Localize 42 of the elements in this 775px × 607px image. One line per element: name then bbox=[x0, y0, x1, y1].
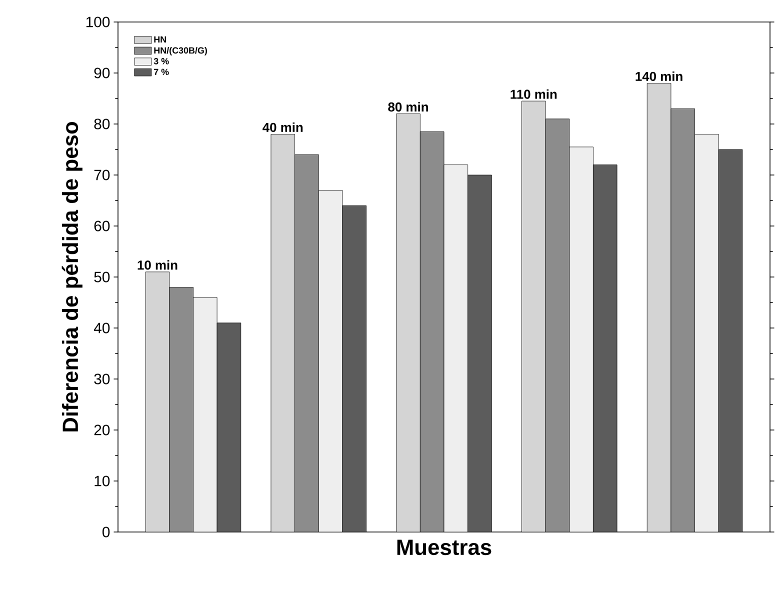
bar bbox=[694, 134, 719, 532]
annotation: 80 min bbox=[388, 102, 428, 112]
legend-label: 7 % bbox=[154, 68, 169, 76]
bar bbox=[670, 108, 695, 532]
y-tick-label: 0 bbox=[102, 526, 110, 538]
bar bbox=[522, 100, 546, 532]
bar bbox=[569, 146, 594, 532]
annotation: 140 min bbox=[636, 71, 682, 81]
bar bbox=[294, 154, 319, 532]
bar bbox=[145, 272, 170, 532]
bar bbox=[396, 114, 420, 532]
y-tick-label: 70 bbox=[94, 170, 110, 180]
bar bbox=[216, 322, 242, 532]
bar bbox=[718, 149, 743, 532]
bar bbox=[270, 134, 295, 532]
y-axis-title: Diferencia de pérdida de peso bbox=[62, 122, 82, 432]
y-tick-label: 10 bbox=[94, 476, 110, 486]
bar bbox=[193, 297, 218, 532]
x-axis-title: Muestras bbox=[397, 540, 492, 556]
annotation: 110 min bbox=[510, 89, 557, 99]
bar bbox=[318, 190, 343, 532]
y-tick-label: 90 bbox=[94, 68, 110, 78]
bar bbox=[420, 131, 444, 532]
y-tick-label: 40 bbox=[94, 322, 110, 334]
bar bbox=[593, 164, 618, 532]
bar bbox=[545, 118, 570, 532]
bar bbox=[169, 286, 194, 532]
annotation: 10 min bbox=[138, 260, 178, 270]
y-tick-label: 50 bbox=[94, 272, 110, 282]
legend-label: HN/(C30B/G) bbox=[154, 47, 207, 56]
y-tick-label: 100 bbox=[86, 16, 110, 28]
bar bbox=[342, 205, 366, 532]
annotation: 40 min bbox=[262, 122, 303, 132]
bar bbox=[444, 164, 468, 532]
y-tick-label: 20 bbox=[94, 424, 110, 436]
y-tick-label: 30 bbox=[94, 374, 110, 384]
legend-label: 3 % bbox=[154, 58, 169, 64]
y-tick-label: 80 bbox=[94, 118, 110, 130]
y-tick-label: 60 bbox=[94, 220, 110, 232]
bar bbox=[646, 82, 672, 532]
legend-label: HN bbox=[154, 36, 166, 43]
bar bbox=[468, 174, 492, 532]
